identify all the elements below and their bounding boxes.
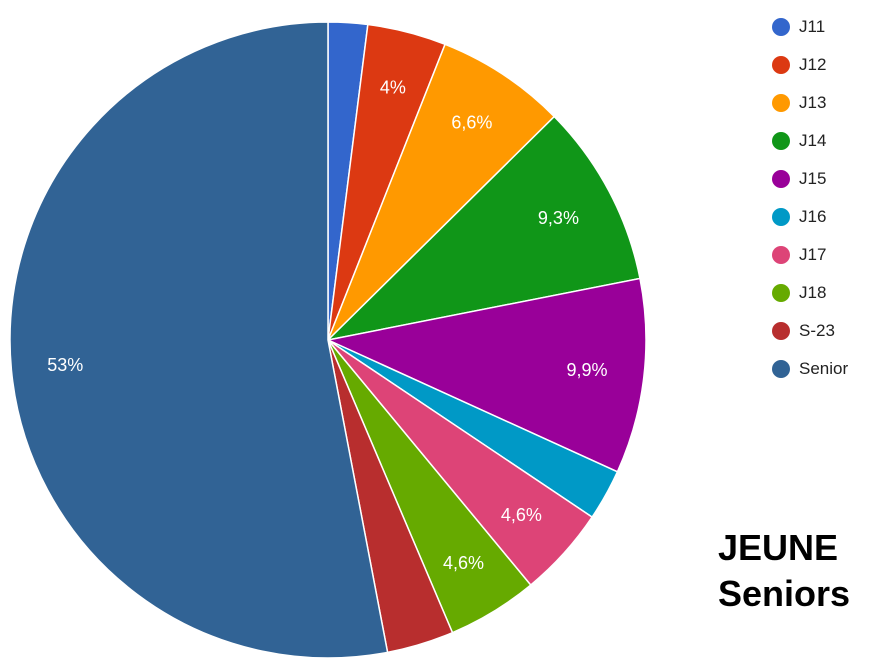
- legend-swatch: [772, 322, 790, 340]
- legend-label: J15: [799, 169, 827, 188]
- chart-title: JEUNE Seniors: [718, 525, 850, 617]
- slice-label-j17: 4,6%: [501, 505, 542, 525]
- slice-label-j18: 4,6%: [443, 553, 484, 573]
- legend-label: J12: [799, 55, 827, 74]
- legend: J11 J12 J13 J14 J15 J16 J17 J18 S-23 Senior: [772, 8, 848, 388]
- title-line-2: Seniors: [718, 573, 851, 614]
- pie-slice-senior: [9, 21, 389, 659]
- legend-item-j18: J18: [772, 274, 848, 312]
- legend-item-j13: J13: [772, 84, 848, 122]
- legend-swatch: [772, 94, 790, 112]
- legend-item-j14: J14: [772, 122, 848, 160]
- legend-swatch: [772, 360, 790, 378]
- legend-swatch: [772, 18, 790, 36]
- pie-chart: 4% 6,6% 9,3% 9,9% 4,6% 4,6% 53%: [9, 21, 647, 659]
- legend-item-senior: Senior: [772, 350, 848, 388]
- slice-label-j15: 9,9%: [566, 360, 607, 380]
- slice-label-j12: 4%: [380, 77, 406, 97]
- legend-label: J16: [799, 207, 827, 226]
- legend-item-s-23: S-23: [772, 312, 848, 350]
- legend-swatch: [772, 208, 790, 226]
- legend-label: J13: [799, 93, 827, 112]
- pie-slice-j13: [327, 43, 556, 341]
- legend-swatch: [772, 284, 790, 302]
- legend-label: J14: [799, 131, 827, 150]
- slice-label-j13: 6,6%: [451, 113, 492, 133]
- pie-slice-j15: [325, 277, 647, 473]
- legend-item-j11: J11: [772, 8, 848, 46]
- legend-item-j16: J16: [772, 198, 848, 236]
- legend-swatch: [772, 132, 790, 150]
- legend-swatch: [772, 170, 790, 188]
- title-line-1: JEUNE: [718, 527, 839, 568]
- legend-item-j15: J15: [772, 160, 848, 198]
- pie-slice-j14: [325, 115, 641, 342]
- legend-item-j12: J12: [772, 46, 848, 84]
- legend-label: J11: [799, 17, 826, 36]
- legend-item-j17: J17: [772, 236, 848, 274]
- slice-label-senior: 53%: [47, 355, 83, 375]
- legend-swatch: [772, 246, 790, 264]
- legend-label: J17: [799, 245, 827, 264]
- slice-label-j14: 9,3%: [538, 208, 579, 228]
- legend-swatch: [772, 56, 790, 74]
- legend-label: Senior: [799, 359, 849, 378]
- legend-label: S-23: [799, 321, 835, 340]
- legend-label: J18: [799, 283, 827, 302]
